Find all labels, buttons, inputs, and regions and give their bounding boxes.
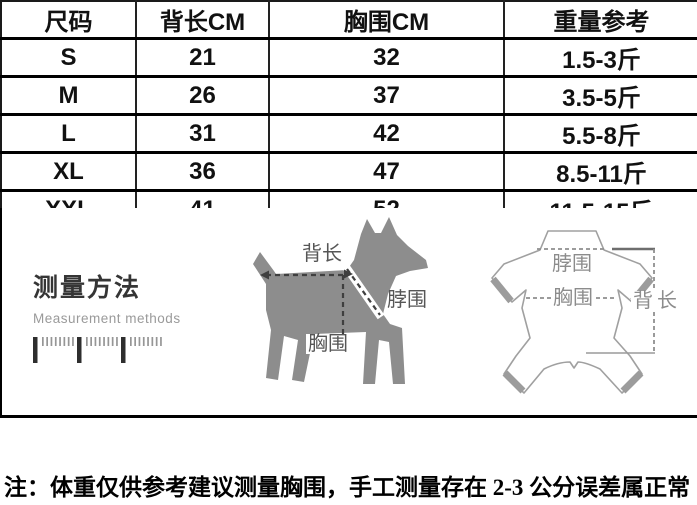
cell-back-length: 21 xyxy=(135,38,269,78)
header-back-length: 背长CM xyxy=(135,1,269,40)
table-row: S 21 32 1.5-3斤 xyxy=(1,38,697,78)
cell-size: L xyxy=(1,114,136,154)
cell-weight: 1.5-3斤 xyxy=(503,38,697,78)
ruler-icon xyxy=(33,337,164,363)
cell-back-length: 36 xyxy=(135,152,269,192)
cell-size: M xyxy=(1,76,136,116)
garment-measure-diagram: 脖围 胸围 背长 xyxy=(490,216,694,406)
size-table: 尺码 背长CM 胸围CM 重量参考 S 21 32 1.5-3斤 M 26 37… xyxy=(0,0,697,230)
table-row: L 31 42 5.5-8斤 xyxy=(1,114,697,154)
note-text: 注：体重仅供参考建议测量胸围，手工测量存在 2-3 公分误差属正常 xyxy=(4,475,691,500)
header-weight: 重量参考 xyxy=(503,1,697,40)
dog-neck-girth-label: 脖围 xyxy=(387,289,427,311)
cell-back-length: 31 xyxy=(135,114,269,154)
garment-chest-girth-label: 胸围 xyxy=(551,287,595,309)
measure-method-subtitle: Measurement methods xyxy=(33,311,181,326)
dog-measure-diagram: 背长 脖围 胸围 xyxy=(250,214,462,408)
cell-chest: 42 xyxy=(268,114,504,154)
table-row: M 26 37 3.5-5斤 xyxy=(1,76,697,116)
pet-garment-outline-icon xyxy=(490,230,655,394)
cell-weight: 3.5-5斤 xyxy=(503,76,697,116)
cell-size: XL xyxy=(1,152,136,192)
cell-weight: 8.5-11斤 xyxy=(503,152,697,192)
cell-size: S xyxy=(1,38,136,78)
cell-chest: 37 xyxy=(268,76,504,116)
table-row: XL 36 47 8.5-11斤 xyxy=(1,152,697,192)
garment-neck-girth-label: 脖围 xyxy=(550,253,594,275)
cell-weight: 5.5-8斤 xyxy=(503,114,697,154)
cell-back-length: 26 xyxy=(135,76,269,116)
cell-chest: 32 xyxy=(268,38,504,78)
measure-method-block: 测量方法 Measurement methods xyxy=(33,268,181,363)
dog-chest-girth-label: 胸围 xyxy=(306,333,350,355)
header-chest: 胸围CM xyxy=(268,1,504,40)
table-header-row: 尺码 背长CM 胸围CM 重量参考 xyxy=(1,1,697,40)
header-size: 尺码 xyxy=(1,1,136,40)
garment-back-length-label: 背长 xyxy=(631,290,683,312)
dog-silhouette-icon xyxy=(253,217,428,384)
cell-chest: 47 xyxy=(268,152,504,192)
measure-method-title: 测量方法 xyxy=(33,274,142,302)
dog-back-length-label: 背长 xyxy=(302,243,342,265)
measurement-diagram-box: 测量方法 Measurement methods 背长 xyxy=(0,208,697,418)
